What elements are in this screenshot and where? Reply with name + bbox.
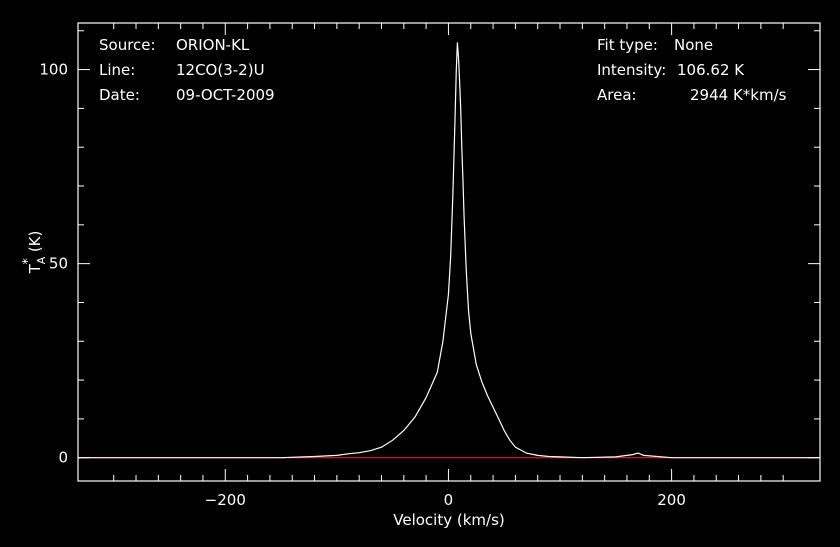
y-axis-label-sub: A (35, 256, 48, 264)
y-axis-label-unit: (K) (26, 231, 44, 253)
y-tick-label: 50 (49, 255, 68, 273)
source-label: Source: (99, 36, 156, 54)
x-tick-label: 0 (444, 491, 454, 509)
area-value: 2944 K*km/s (690, 86, 787, 104)
line-value: 12CO(3-2)U (176, 61, 265, 79)
y-axis-label: TA* (K) (21, 231, 48, 275)
x-axis-label: Velocity (km/s) (393, 511, 504, 529)
date-value: 09-OCT-2009 (176, 86, 275, 104)
x-tick-label: −200 (205, 491, 246, 509)
area-label: Area: (597, 86, 637, 104)
spectrum-series-line (78, 42, 820, 459)
intensity-label: Intensity: (597, 61, 666, 79)
y-tick-label: 100 (39, 61, 68, 79)
y-axis-label-main: T (26, 263, 44, 274)
date-label: Date: (99, 86, 140, 104)
svg-text:TA*(K): TA* (K) (21, 231, 48, 275)
intensity-value: 106.62 K (677, 61, 745, 79)
fit-type-value: None (674, 36, 713, 54)
x-tick-label: 200 (657, 491, 686, 509)
source-value: ORION-KL (176, 36, 250, 54)
fit-type-label: Fit type: (597, 36, 658, 54)
y-axis-label-sup: * (21, 258, 36, 265)
y-ticks: 0 50 100 (39, 30, 820, 467)
y-tick-label: 0 (58, 449, 68, 467)
plot-frame (77, 22, 821, 482)
x-ticks: −200 0 200 (113, 23, 784, 509)
line-label: Line: (99, 61, 135, 79)
